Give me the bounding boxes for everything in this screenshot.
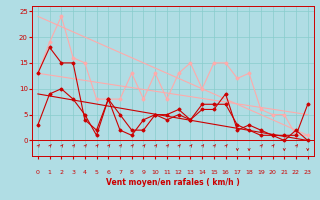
X-axis label: Vent moyen/en rafales ( km/h ): Vent moyen/en rafales ( km/h ) [106, 178, 240, 187]
